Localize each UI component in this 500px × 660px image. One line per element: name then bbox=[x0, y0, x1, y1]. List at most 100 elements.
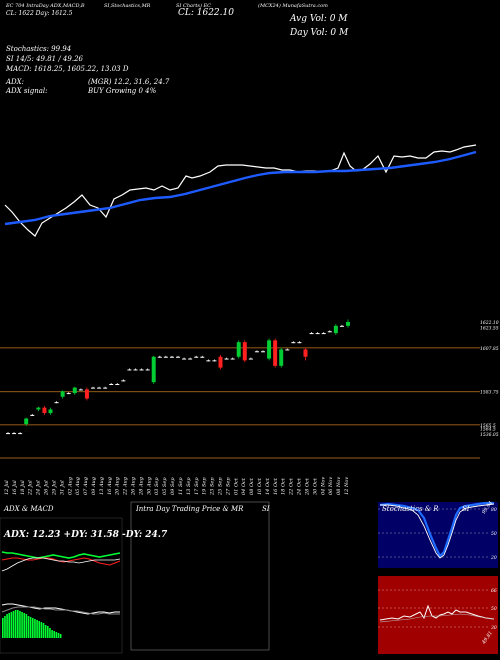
x-tick-label: 16 Oct bbox=[273, 477, 279, 495]
adx-lines bbox=[1, 551, 121, 572]
x-tick-label: 26 Aug bbox=[131, 477, 137, 496]
candle-body bbox=[224, 358, 229, 360]
si-value: SI 14/5: 49.81 / 49.26 bbox=[6, 55, 83, 63]
stochastics-panel-si: SI bbox=[462, 505, 470, 513]
macd-histogram-bar bbox=[27, 616, 30, 638]
close-price: CL: 1622.10 bbox=[178, 8, 234, 18]
x-tick-label: 05 Sep bbox=[162, 477, 168, 495]
candle-body bbox=[60, 391, 65, 397]
candle-body bbox=[346, 322, 350, 326]
candle-body bbox=[327, 331, 332, 333]
candle-body bbox=[18, 433, 23, 435]
adx-minus-di-line bbox=[1, 557, 121, 566]
header-line1: EC 704 IntraDay ADX,MACD,B bbox=[6, 3, 85, 9]
candle-body bbox=[78, 389, 83, 391]
macd-histogram-bar bbox=[25, 614, 28, 638]
candle-body bbox=[291, 342, 296, 344]
x-tick-label: 04 Nov bbox=[320, 477, 326, 495]
price-axis-label: 1565.5 bbox=[480, 423, 496, 429]
candle-body bbox=[333, 325, 338, 334]
candle-body bbox=[309, 333, 314, 335]
macd-histogram-bar bbox=[40, 622, 43, 638]
stochastics-panel-title: Stochastics & R bbox=[382, 505, 439, 513]
intraday-panel-title: Intra Day Trading Price & MR bbox=[136, 505, 244, 513]
x-tick-label: 08 Nov bbox=[336, 477, 342, 495]
price-panel-lines bbox=[0, 347, 480, 459]
x-tick-label: 14 Oct bbox=[265, 477, 271, 495]
candle-body bbox=[163, 356, 168, 358]
rsi-panel-background bbox=[378, 576, 498, 654]
adx-panel-title: ADX & MACD bbox=[4, 505, 54, 513]
stochastics-value: Stochastics: 99.94 bbox=[6, 45, 72, 53]
macd-histogram-bar bbox=[17, 610, 19, 638]
macd-histogram-bar bbox=[23, 613, 26, 638]
candle-body bbox=[145, 369, 150, 371]
stochastics-k-line bbox=[379, 501, 494, 558]
price-axis-label: 1536.05 bbox=[480, 432, 499, 438]
avg-volume: Avg Vol: 0 M bbox=[290, 14, 348, 24]
candle-body bbox=[303, 349, 308, 357]
price-axis-label: 1583.75 bbox=[480, 390, 499, 396]
rsi-line bbox=[379, 604, 495, 621]
candle-body bbox=[127, 369, 132, 371]
macd-histogram-bar bbox=[34, 619, 36, 638]
candle-body bbox=[42, 407, 47, 414]
intraday-panel-si: SI bbox=[262, 505, 270, 513]
macd-line bbox=[1, 603, 120, 615]
ema-line bbox=[4, 150, 477, 226]
adx-label: ADX: bbox=[6, 78, 25, 86]
candle-body bbox=[133, 369, 138, 371]
candle-body bbox=[12, 433, 17, 435]
x-tick-label: 10 Oct bbox=[257, 477, 263, 495]
candle-body bbox=[176, 356, 180, 358]
macd-histogram-bar bbox=[21, 612, 23, 638]
x-tick-label: 23 Sep bbox=[210, 477, 216, 496]
header-line1d: (MCX24) MunafaSutra.com bbox=[258, 3, 328, 9]
adx-line bbox=[1, 557, 121, 572]
intraday-panel bbox=[130, 501, 270, 651]
stochastics-level-label: 80 bbox=[491, 507, 497, 513]
macd-histogram-bar bbox=[42, 623, 45, 638]
candle-body bbox=[339, 325, 344, 327]
x-tick-label: 27 Sep bbox=[225, 477, 231, 496]
rsi-panel: 66 50 30 bbox=[378, 576, 498, 654]
candle-body bbox=[315, 333, 320, 335]
header-line1c: SI Charts) EC bbox=[176, 3, 211, 9]
candle-body bbox=[139, 369, 144, 371]
macd-histogram-bar bbox=[6, 614, 8, 638]
x-tick-label: 18 Oct bbox=[281, 477, 287, 495]
x-tick-label: 13 Sep bbox=[186, 477, 192, 495]
candle-body bbox=[103, 387, 108, 389]
x-tick-label: 04 Oct bbox=[241, 477, 247, 495]
x-tick-label: 20 Aug bbox=[115, 477, 121, 496]
stochastics-d-line bbox=[380, 503, 495, 559]
x-tick-label: 26 Jul bbox=[44, 480, 50, 496]
x-tick-label: 03 Sep bbox=[154, 477, 160, 495]
macd-histogram-bar bbox=[59, 634, 62, 638]
macd-histogram-bar bbox=[4, 616, 6, 638]
candle-body bbox=[261, 351, 265, 353]
x-tick-label: 18 Jul bbox=[20, 480, 26, 495]
x-tick-label: 12 Nov bbox=[344, 477, 350, 495]
x-tick-label: 16 Aug bbox=[107, 477, 113, 495]
candle-body bbox=[169, 356, 174, 358]
x-tick-label: 09 Aug bbox=[91, 477, 97, 495]
macd-histogram-bar bbox=[57, 633, 60, 638]
stochastics-level-label: 20 bbox=[490, 555, 497, 561]
macd-signal-line bbox=[1, 606, 120, 615]
candle-body bbox=[285, 349, 290, 351]
candle-body bbox=[297, 342, 302, 344]
candle-body bbox=[121, 380, 126, 382]
candle-body bbox=[321, 333, 326, 335]
macd-histogram-bar bbox=[49, 628, 51, 638]
candle-body bbox=[24, 418, 29, 424]
candle-body bbox=[194, 356, 199, 358]
macd-histogram-bar bbox=[47, 626, 49, 638]
candle-body bbox=[248, 358, 253, 360]
candle-body bbox=[109, 384, 114, 385]
x-tick-label: 13 Aug bbox=[99, 477, 105, 495]
macd-histogram-bar bbox=[29, 617, 32, 638]
x-tick-label: 09 Sep bbox=[170, 477, 176, 495]
rsi-levels: 66 50 30 bbox=[378, 588, 497, 631]
macd-histogram bbox=[1, 603, 120, 638]
